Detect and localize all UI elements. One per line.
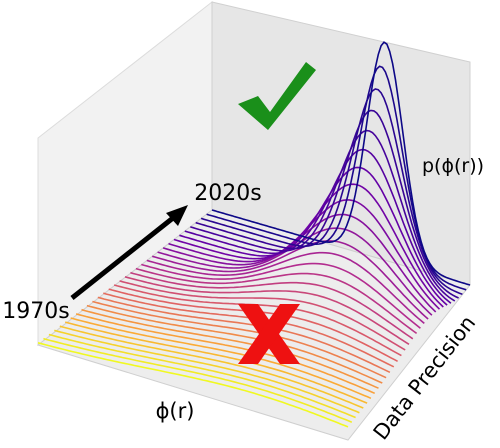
curve-line-10 xyxy=(92,300,387,379)
curve-line-7 xyxy=(75,313,376,395)
curve-line-21 xyxy=(152,240,429,320)
curve-line-3 xyxy=(54,329,360,414)
curve-line-2 xyxy=(48,333,356,419)
curve-line-15 xyxy=(119,280,406,351)
arrow-end-label: 2020s xyxy=(194,181,261,206)
z-axis-label: p(ϕ(r)) xyxy=(422,155,484,177)
curve-line-4 xyxy=(59,325,364,409)
curve-line-25 xyxy=(173,183,444,308)
curve-line-28 xyxy=(190,129,456,302)
curve-line-17 xyxy=(130,271,414,340)
curve-lines xyxy=(37,41,471,428)
arrow-start-label: 1970s xyxy=(2,299,69,324)
curve-line-18 xyxy=(135,267,418,335)
time-arrow xyxy=(70,205,188,300)
arrow-shaft xyxy=(70,212,180,300)
curve-line-16 xyxy=(124,276,410,345)
x-axis-label: ϕ(r) xyxy=(156,399,195,423)
check-mark-icon xyxy=(238,62,316,130)
curve-line-32 xyxy=(211,41,471,286)
x-mark-icon xyxy=(238,304,300,364)
curve-line-9 xyxy=(86,304,383,384)
curve-line-30 xyxy=(200,88,463,295)
curve-line-0 xyxy=(37,342,349,428)
curve-line-11 xyxy=(97,296,391,374)
back-panes xyxy=(36,0,471,441)
arrow-head xyxy=(166,205,188,226)
curve-line-29 xyxy=(195,109,459,299)
curve-line-26 xyxy=(179,166,448,306)
curve-line-27 xyxy=(184,148,452,304)
curve-line-5 xyxy=(64,321,368,404)
curve-line-19 xyxy=(141,262,421,329)
curve-line-6 xyxy=(70,317,372,400)
curve-line-20 xyxy=(146,251,425,325)
curve-line-1 xyxy=(43,337,353,423)
curve-line-8 xyxy=(81,308,379,389)
